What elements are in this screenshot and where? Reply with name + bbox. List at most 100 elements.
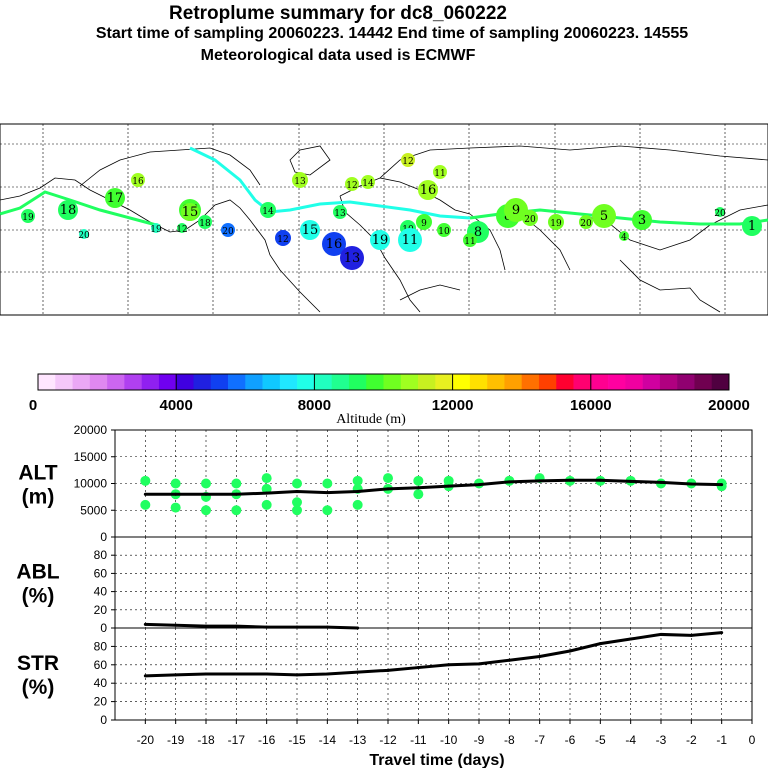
series-point bbox=[356, 670, 360, 674]
y-tick-label: 20 bbox=[94, 603, 108, 617]
alt-scatter-point bbox=[170, 502, 181, 513]
map-marker-label: 13 bbox=[334, 209, 346, 219]
map-marker bbox=[522, 210, 538, 226]
series-point bbox=[234, 672, 238, 676]
map-marker bbox=[151, 223, 161, 233]
colorbar-swatch bbox=[348, 374, 367, 390]
series-point bbox=[295, 490, 299, 494]
colorbar-tick-label: 4000 bbox=[160, 397, 193, 414]
x-tick-label: -13 bbox=[349, 733, 367, 747]
series-point bbox=[234, 492, 238, 496]
map-marker-label: 12 bbox=[277, 235, 288, 245]
map-marker-label: 9 bbox=[421, 219, 427, 229]
map-marker-label: 16 bbox=[326, 237, 343, 252]
y-tick-label: 60 bbox=[94, 566, 108, 580]
y-tick-label: 20000 bbox=[74, 423, 108, 437]
series-point bbox=[477, 662, 481, 666]
series-point bbox=[295, 625, 299, 629]
series-line-alt bbox=[145, 478, 722, 496]
series-point bbox=[265, 491, 269, 495]
series-point bbox=[265, 672, 269, 676]
series-point bbox=[325, 672, 329, 676]
colorbar-swatch bbox=[383, 374, 402, 390]
x-tick-label: -5 bbox=[595, 733, 606, 747]
trajectory-markers: 1918171620191512182014131516131213111210… bbox=[21, 153, 762, 270]
colorbar-swatch bbox=[279, 374, 298, 390]
map-marker-label: 11 bbox=[434, 169, 445, 179]
alt-scatter-point bbox=[292, 497, 302, 508]
map-marker-label: 4 bbox=[621, 233, 627, 243]
map-marker bbox=[416, 214, 432, 230]
series-point bbox=[386, 668, 390, 672]
series-point bbox=[568, 649, 572, 653]
colorbar-swatch bbox=[452, 374, 471, 390]
panel-ylabel: (%) bbox=[22, 676, 55, 699]
alt-scatter-point bbox=[292, 478, 302, 489]
map-marker bbox=[177, 223, 187, 233]
series-point bbox=[234, 624, 238, 628]
series-point bbox=[174, 623, 178, 627]
series-point bbox=[568, 478, 572, 482]
series-point bbox=[204, 624, 208, 628]
series-point bbox=[659, 632, 663, 636]
map-marker-label: 14 bbox=[362, 179, 374, 189]
map-marker bbox=[131, 173, 145, 187]
map-marker-label: 18 bbox=[60, 203, 77, 218]
alt-scatter-point bbox=[201, 478, 211, 489]
alt-scatter-point bbox=[322, 505, 333, 516]
series-line-abl bbox=[145, 622, 358, 630]
x-tick-label: -9 bbox=[474, 733, 485, 747]
colorbar-swatch bbox=[711, 374, 730, 390]
alt-scatter-point bbox=[261, 483, 272, 494]
y-tick-label: 15000 bbox=[74, 450, 108, 464]
map-marker-label: 5 bbox=[600, 209, 608, 224]
map-marker-label: 20 bbox=[78, 231, 90, 241]
map-marker-label: 14 bbox=[262, 207, 274, 217]
map-marker bbox=[370, 230, 390, 250]
colorbar-tick-label: 16000 bbox=[570, 397, 612, 414]
map-marker-label: 17 bbox=[107, 191, 124, 206]
map-marker bbox=[398, 228, 422, 252]
series-point bbox=[629, 479, 633, 483]
colorbar-swatch bbox=[331, 374, 350, 390]
series-point bbox=[386, 487, 390, 491]
map-marker-label: 3 bbox=[638, 213, 646, 228]
colorbar-tick-label: 8000 bbox=[298, 397, 331, 414]
world-map: 1918171620191512182014131516131213111210… bbox=[0, 123, 768, 316]
map-marker bbox=[632, 210, 652, 230]
colorbar-swatch bbox=[400, 374, 419, 390]
map-marker bbox=[437, 223, 451, 237]
map-marker-label: 12 bbox=[402, 157, 413, 167]
map-marker-label: 20 bbox=[580, 219, 592, 229]
map-marker-label: 1 bbox=[748, 219, 756, 234]
panel-ylabel: (m) bbox=[22, 486, 55, 509]
x-tick-label: -11 bbox=[410, 733, 427, 747]
map-marker bbox=[463, 233, 477, 247]
map-marker bbox=[322, 232, 346, 256]
colorbar-swatch bbox=[228, 374, 246, 390]
x-tick-label: 0 bbox=[749, 733, 756, 747]
map-marker bbox=[333, 205, 347, 219]
map-marker bbox=[548, 214, 564, 230]
colorbar-swatch bbox=[625, 374, 643, 390]
time-series-panels: 05000100001500020000ALT(m)020406080ABL(%… bbox=[16, 423, 755, 768]
alt-scatter-point bbox=[716, 481, 727, 492]
colorbar-swatch bbox=[89, 374, 108, 390]
series-point bbox=[325, 491, 329, 495]
y-tick-label: 0 bbox=[100, 621, 107, 635]
colorbar-swatch bbox=[573, 374, 592, 390]
alt-scatter-point bbox=[261, 473, 272, 484]
alt-scatter-point bbox=[231, 505, 242, 516]
map-marker bbox=[579, 215, 593, 229]
colorbar-swatch bbox=[245, 374, 263, 390]
map-marker-label: 20 bbox=[714, 209, 726, 219]
x-axis-label: Travel time (days) bbox=[369, 752, 504, 768]
series-point bbox=[629, 637, 633, 641]
map-marker bbox=[433, 165, 447, 179]
colorbar-swatch bbox=[677, 374, 695, 390]
panel-ylabel: ABL bbox=[16, 561, 59, 584]
x-tick-label: -20 bbox=[137, 733, 155, 747]
colorbar-swatch bbox=[487, 374, 505, 390]
series-point bbox=[538, 479, 542, 483]
map-marker-label: 11 bbox=[402, 233, 419, 248]
